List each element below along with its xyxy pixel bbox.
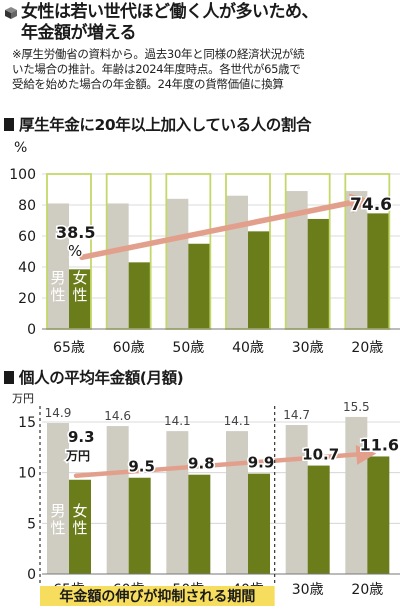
bar-female: [69, 479, 91, 574]
bar-male: [285, 425, 308, 574]
chart-pension: 万円05101514.965歳14.660歳14.150歳14.140歳14.7…: [12, 392, 401, 606]
x-tick-label: 20歳: [351, 340, 383, 356]
trend-arrow-head: [348, 193, 371, 214]
data-label-male: 14.7: [283, 408, 310, 422]
bar-male: [226, 195, 248, 329]
bar-male: [106, 203, 129, 329]
bar-male: [285, 191, 308, 329]
legend-female-char: 女: [72, 502, 87, 520]
legend-female-char: 女: [72, 269, 87, 287]
y-tick-label: 100: [9, 167, 36, 183]
bar-male: [166, 198, 189, 329]
bar-female: [128, 262, 151, 329]
y-tick-label: 15: [18, 415, 36, 431]
legend-male-char: 男: [50, 269, 65, 287]
bar-male: [345, 191, 368, 329]
data-label-female: 9.9: [248, 454, 275, 472]
bar-female: [307, 465, 330, 574]
legend-male-char: 性: [50, 519, 65, 537]
section-title-ratio-text: 厚生年金に20年以上加入している人の割合: [19, 116, 312, 134]
period-label: 年金額の伸びが抑制される期間: [59, 588, 255, 605]
x-tick-label: 40歳: [232, 340, 264, 356]
note-line-3: 受給を始めた場合の年金額。24年度の貨幣価値に換算: [12, 77, 284, 91]
bar-male: [47, 423, 69, 574]
bar-male: [226, 431, 248, 574]
x-tick-label: 50歳: [172, 340, 204, 356]
bar-male: [166, 431, 189, 574]
cube-bullet-icon: [5, 7, 17, 19]
section-title-ratio: 厚生年金に20年以上加入している人の割合: [4, 113, 312, 135]
trend-arrow-shaft: [73, 452, 359, 478]
value-label-first: 38.5: [56, 223, 95, 242]
bar-female: [188, 243, 211, 329]
data-label-female: 9.5: [128, 458, 155, 476]
section-title-pension-text: 個人の平均年金額(月額): [19, 369, 184, 387]
data-label-male: 14.1: [224, 414, 251, 428]
bar-female: [69, 269, 91, 329]
x-tick-label: 30歳: [292, 340, 324, 356]
section-square-icon: [4, 117, 14, 131]
legend-female-char: 性: [72, 286, 87, 304]
y-tick-label: 5: [27, 516, 36, 532]
bar-female: [188, 474, 211, 574]
bar-female: [128, 477, 151, 574]
y-tick-label: 0: [27, 322, 36, 338]
data-label-male: 14.6: [104, 409, 131, 423]
data-label-female: 9.8: [188, 455, 215, 473]
page-title: 女性は若い世代ほど働く人が多いため、 年金額が増える: [21, 2, 319, 44]
bar-female: [367, 456, 390, 574]
title-line-1: 女性は若い世代ほど働く人が多いため、: [21, 2, 319, 22]
value-label-last: 74.6: [350, 195, 392, 215]
data-label-female: 11.6: [360, 435, 399, 454]
bar-female: [367, 213, 390, 329]
note-line-2: いた場合の推計。年齢は2024年度時点。各世代が65歳で: [12, 62, 301, 76]
y-tick-label: 80: [18, 198, 36, 214]
y-tick-label: 10: [18, 466, 36, 482]
data-label-male: 14.1: [164, 414, 191, 428]
trend-arrow-head: [355, 444, 377, 465]
bar-female: [307, 218, 330, 329]
y-tick-label: 60: [18, 229, 36, 245]
bar-female: [248, 473, 270, 574]
section-square-icon: [4, 370, 14, 384]
bar-male: [106, 426, 129, 574]
legend-male-char: 男: [50, 502, 65, 520]
y-unit-label: %: [14, 140, 27, 156]
y-tick-label: 40: [18, 260, 36, 276]
bar-female: [248, 231, 270, 329]
note-line-1: ※厚生労働省の資料から。過去30年と同様の経済状況が続: [12, 47, 305, 61]
section-title-pension: 個人の平均年金額(月額): [4, 366, 184, 388]
bar-male: [47, 203, 69, 329]
data-label-male: 15.5: [343, 400, 370, 414]
legend-female-char: 性: [72, 519, 87, 537]
data-label-female-unit: 万円: [65, 449, 90, 463]
data-label-female: 10.7: [302, 446, 339, 464]
trend-arrow-shaft: [79, 199, 356, 261]
period-box: [40, 586, 275, 606]
data-label-male: 14.9: [45, 406, 72, 420]
source-note: ※厚生労働省の資料から。過去30年と同様の経済状況が続 いた場合の推計。年齢は2…: [12, 47, 408, 92]
data-label-female: 9.3: [68, 428, 95, 446]
legend-male-char: 性: [50, 286, 65, 304]
y-tick-label: 20: [18, 291, 36, 307]
x-tick-label: 60歳: [113, 340, 145, 356]
x-tick-label: 65歳: [53, 340, 85, 356]
x-tick-label: 30歳: [292, 582, 324, 598]
y-tick-label: 0: [27, 567, 36, 583]
title-line-2: 年金額が増える: [21, 23, 137, 43]
x-tick-label: 20歳: [351, 582, 383, 598]
header: 女性は若い世代ほど働く人が多いため、 年金額が増える ※厚生労働省の資料から。過…: [4, 2, 408, 92]
y-unit-label: 万円: [12, 392, 34, 405]
value-label-first-unit: %: [68, 242, 82, 260]
